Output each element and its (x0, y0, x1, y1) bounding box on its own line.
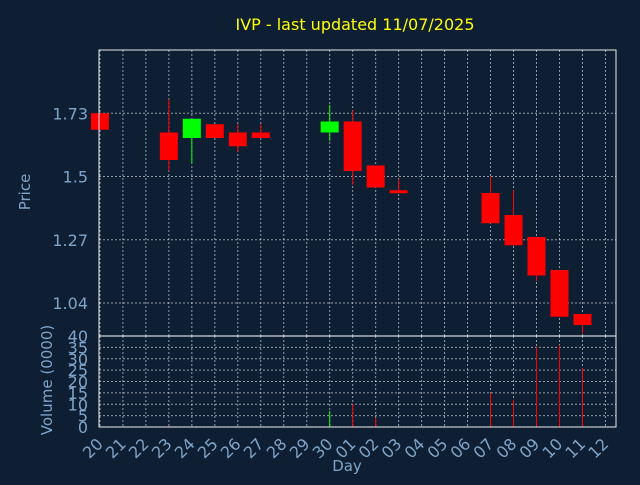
candle-body (389, 190, 408, 194)
price-axis-title: Price (16, 174, 34, 211)
x-tick-labels: 2021222324252627282930010203040506070809… (79, 434, 612, 462)
candle-body (343, 121, 362, 171)
x-axis-title: Day (332, 457, 362, 475)
candle-body (228, 132, 247, 147)
candle-body (320, 121, 339, 133)
chart-title: IVP - last updated 11/07/2025 (235, 15, 474, 34)
candle-body (481, 193, 500, 224)
candle-body (182, 118, 201, 138)
volume-plot-frame (98, 335, 617, 428)
candle-body (366, 165, 385, 188)
price-tick-label: 1.27 (52, 231, 88, 250)
price-tick-label: 1.73 (52, 104, 88, 123)
volume-tick-label: 15 (68, 384, 88, 403)
volume-tick-label: 35 (68, 338, 88, 357)
volume-tick-label: 25 (68, 361, 88, 380)
volume-tick-label: 10 (68, 395, 88, 414)
price-tick-labels: 1.73 1.5 1.27 1.04 (52, 104, 88, 313)
candle-body (205, 124, 224, 138)
candle-body (504, 215, 523, 246)
price-tick-label: 1.5 (63, 168, 88, 187)
candle-body (550, 270, 569, 317)
candle-body (90, 113, 109, 130)
candlestick-series (90, 99, 592, 334)
volume-tick-label: 20 (68, 373, 88, 392)
candle-body (527, 237, 546, 276)
volume-tick-label: 40 (68, 327, 88, 346)
candle-body (251, 132, 270, 138)
candle-body (573, 314, 592, 325)
volume-axis-title: Volume (0000) (38, 325, 56, 435)
candle-body (159, 132, 178, 160)
volume-tick-label: 5 (78, 407, 88, 426)
price-tick-label: 1.04 (52, 294, 88, 313)
volume-tick-label: 0 (78, 418, 88, 437)
volume-tick-label: 30 (68, 350, 88, 369)
volume-series (168, 345, 583, 427)
